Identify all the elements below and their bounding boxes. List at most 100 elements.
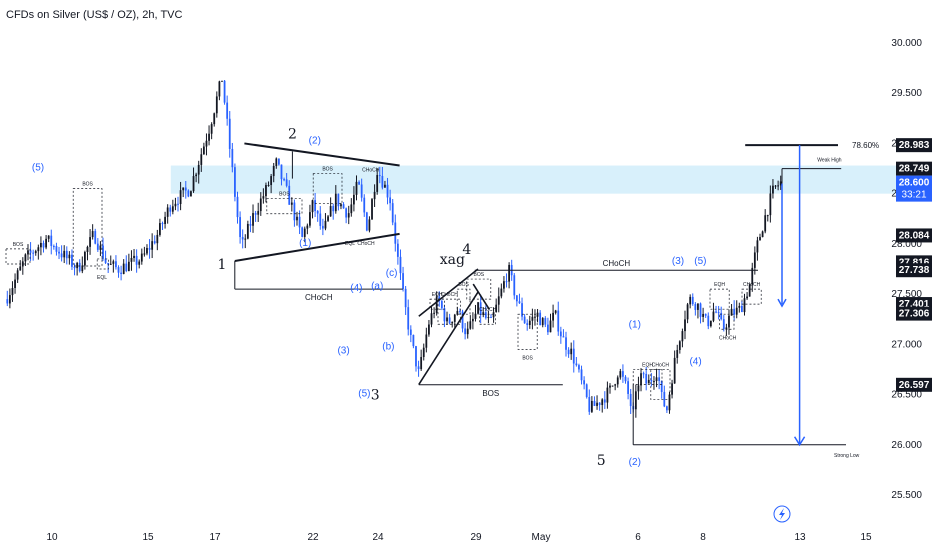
replay-lightning-icon[interactable] (773, 505, 791, 523)
eqh-box-3-label: EQH (714, 282, 725, 288)
candle-body (166, 207, 169, 217)
candles-group (6, 79, 782, 418)
candle-body (14, 279, 16, 289)
candle-body (115, 261, 117, 268)
candle-body (720, 312, 723, 320)
candle-body (425, 334, 428, 348)
bos-box-6 (466, 278, 492, 300)
time-axis[interactable]: 10 15 17 22 24 29 May 6 8 13 15 (46, 532, 872, 543)
price-tag (896, 263, 932, 278)
y-tick-label: 27.500 (891, 289, 922, 300)
bos-box-3 (266, 198, 303, 215)
wave-sub-label: (2) (629, 457, 641, 468)
price-tag-label: 28.084 (899, 230, 930, 241)
bos-label-7: BOS (522, 355, 533, 361)
wave-4-label: 4 (462, 242, 471, 258)
candle-body (329, 206, 332, 217)
candle-body (660, 380, 663, 392)
price-tag-label: 27.306 (899, 309, 930, 320)
candle-body (34, 251, 37, 254)
candle-body (208, 133, 210, 141)
candle-body (63, 250, 66, 258)
x-tick-label: 8 (700, 532, 706, 543)
y-tick-label: 26.500 (891, 390, 922, 401)
candle-body (539, 312, 542, 326)
x-tick-label: 15 (860, 532, 872, 543)
price-tag-label: 27.816 (899, 257, 930, 268)
candle-body (153, 241, 156, 244)
candle-body (709, 320, 712, 327)
wave-sub-label: (3) (672, 256, 684, 267)
candle-body (552, 312, 554, 321)
choch-label-3: CHoCH (357, 241, 375, 247)
x-tick-label: 22 (307, 532, 319, 543)
candle-body (624, 376, 627, 382)
candle-body (270, 176, 273, 186)
candle-body (394, 222, 397, 244)
candle-body (689, 296, 692, 305)
candle-body (169, 207, 172, 212)
x-tick-label: 10 (46, 532, 58, 543)
candle-body (518, 301, 521, 304)
candle-body (200, 154, 203, 165)
candle-body (547, 324, 549, 333)
candle-body (492, 312, 495, 318)
candle-body (461, 311, 464, 329)
candle-body (130, 257, 133, 262)
x-tick-label: 15 (142, 532, 154, 543)
candle-body (27, 250, 29, 255)
candle-body (143, 253, 146, 255)
candle-body (653, 381, 655, 383)
candle-body (497, 296, 500, 305)
candle-body (572, 348, 575, 364)
y-tick-label: 27.000 (891, 339, 922, 350)
bos-box-3-label: BOS (279, 192, 290, 198)
candle-body (122, 263, 125, 274)
candle-body (433, 312, 435, 314)
candle-body (583, 380, 586, 385)
candle-body (603, 399, 606, 403)
candle-body (272, 166, 275, 177)
x-tick-label: 29 (470, 532, 482, 543)
choch-box-5-label: CHoCH (743, 282, 761, 288)
bos-label: BOS (482, 389, 499, 398)
candle-body (226, 102, 229, 119)
candle-body (655, 377, 658, 382)
bos-box-1-label: BOS (13, 242, 24, 248)
y-tick-label: 30.000 (891, 38, 922, 49)
candle-body (622, 371, 624, 377)
candle-body (148, 247, 151, 250)
candle-body (89, 237, 91, 247)
candle-body (531, 316, 534, 321)
choch-box-2-label: CHoCH (479, 307, 497, 313)
candle-body (469, 321, 472, 329)
candle-body (32, 252, 35, 254)
candle-body (534, 316, 536, 318)
candle-body (686, 304, 689, 320)
candle-body (252, 213, 254, 226)
wave-sub-label: (1) (629, 319, 641, 330)
candle-body (513, 275, 516, 296)
candle-body (764, 215, 767, 232)
candle-body (241, 237, 244, 240)
candle-body (665, 406, 668, 411)
candle-body (373, 191, 376, 200)
candle-body (55, 246, 58, 252)
candle-body (135, 255, 138, 265)
candle-body (640, 373, 642, 386)
candle-body (332, 206, 335, 212)
candle-body (575, 363, 578, 366)
candle-body (549, 320, 552, 333)
candle-body (311, 200, 314, 213)
candle-body (231, 148, 234, 168)
candle-body (562, 336, 565, 338)
candle-body (580, 369, 583, 381)
candle-body (81, 265, 84, 272)
candle-body (337, 193, 340, 207)
candle-body (611, 385, 614, 387)
candle-body (316, 211, 319, 214)
candle-body (350, 204, 353, 214)
candle-body (634, 391, 637, 410)
